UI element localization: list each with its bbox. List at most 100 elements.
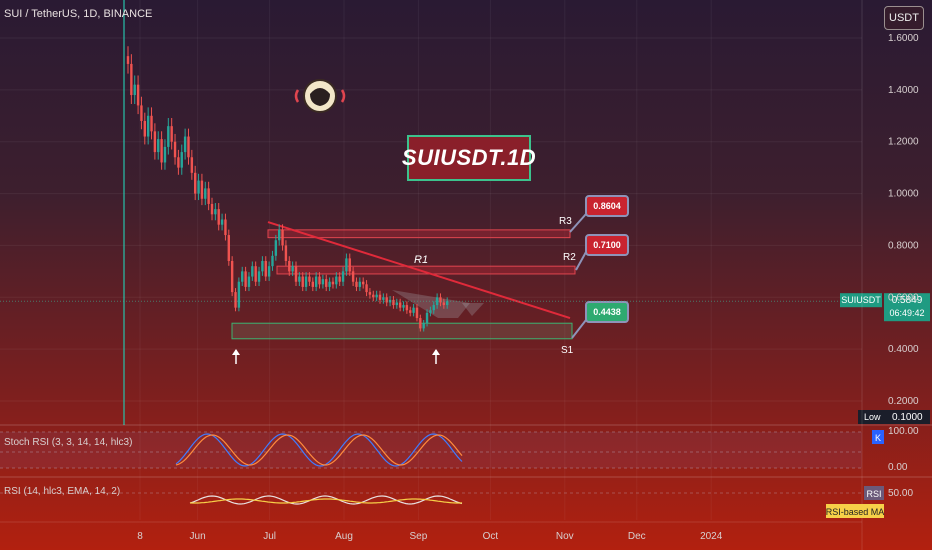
candle [318,276,321,285]
consolidation-pattern [392,290,470,318]
candle [194,172,197,194]
stoch-k-badge-label: K [875,433,881,443]
candle [237,281,241,308]
candle [167,126,170,147]
price-axis-tick: 0.2000 [888,396,919,407]
time-axis-tick: Dec [628,531,646,542]
candle [375,294,378,298]
candle [157,139,160,153]
price-axis[interactable]: 1.6000 1.4000 1.2000 1.0000 0.8000 0.6000 0.40… [861,0,919,550]
low-badge-value: 0.1000 [892,412,923,423]
stoch-k-line [175,433,463,467]
candle [405,305,409,311]
candle [291,266,294,272]
stoch-rsi-title[interactable]: Stoch RSI (3, 3, 14, 14, hlc3) [4,437,133,448]
price-axis-tick: 1.2000 [888,137,919,148]
candle [187,136,190,158]
candle [284,245,288,261]
candle [230,260,234,293]
candle [278,229,281,241]
candle [244,271,247,287]
candle [442,302,446,306]
candle [365,284,368,293]
r1-trendline [267,221,571,319]
candle [382,297,385,300]
time-axis-tick: 2024 [700,531,723,542]
r3-label: R3 [559,216,572,227]
candle [385,297,388,303]
candle [133,84,136,96]
candle [183,136,187,153]
s1-label: S1 [561,345,574,356]
candle [422,323,425,329]
candle [298,276,301,282]
candle [153,131,157,153]
symbol-badge-label: SUIUSDT [841,295,881,305]
astronaut-logo-icon [294,79,346,113]
r2-zone [276,265,576,275]
r2-callout-box [585,234,629,256]
s1-zone [231,322,573,340]
candle [325,279,328,287]
candle [267,266,271,277]
rsi-title[interactable]: RSI (14, hlc3, EMA, 14, 2) [4,486,121,497]
candle [227,235,230,261]
r3-zone [267,229,571,239]
price-badge[interactable] [884,293,930,322]
candle [392,299,395,306]
r2-callout-pointer [575,251,587,271]
stoch-tick-top: 100.00 [888,426,919,437]
candle [150,115,153,132]
price-axis-tick: 0.8000 [888,240,919,251]
candle [130,63,133,96]
candle [362,281,365,285]
time-axis[interactable]: 8 Jun Jul Aug Sep Oct Nov Dec 2024 [0,521,862,542]
candle [345,258,348,272]
r3-callout-pointer [569,213,587,233]
price-axis-tick: 1.6000 [888,33,919,44]
candle [338,276,341,282]
currency-button[interactable]: USDT [884,6,924,30]
time-axis-tick: Jun [190,531,206,542]
r3-callout-box [585,195,629,217]
candle [163,146,167,163]
candle [261,260,264,272]
stoch-d-line [175,434,463,466]
rsi-ma-line [189,498,463,504]
price-axis-tick: 0.6000 [888,292,919,303]
r2-callout-value: 0.7100 [593,240,621,250]
r2-label: R2 [563,252,576,263]
candle [271,255,274,267]
up-arrow-icon [432,349,440,364]
time-axis-tick: 8 [137,531,143,542]
candle [425,312,429,324]
candle [355,281,358,287]
candle [294,266,298,282]
rsi-ma-badge-label: RSI-based MA [826,507,885,517]
candle [220,219,224,225]
candle [257,271,261,282]
candle [143,120,146,137]
candle [446,301,449,306]
candle [341,271,345,282]
symbol-badge[interactable] [840,293,882,308]
rsi-line [189,495,463,505]
candle [241,271,244,282]
up-arrow-icon [232,349,240,364]
candle [368,292,372,295]
candle [412,307,415,313]
symbol-line[interactable]: SUI / TetherUS, 1D, BINANCE [4,8,153,20]
price-badge-value: 0.5849 [892,295,923,306]
candle [264,260,267,277]
candle [207,188,210,204]
candle [402,305,405,308]
candle [432,305,435,311]
candle [136,84,140,106]
projection-arrow [462,303,484,316]
candles [126,46,449,332]
rsi-badge [864,486,884,500]
candle [197,180,200,194]
